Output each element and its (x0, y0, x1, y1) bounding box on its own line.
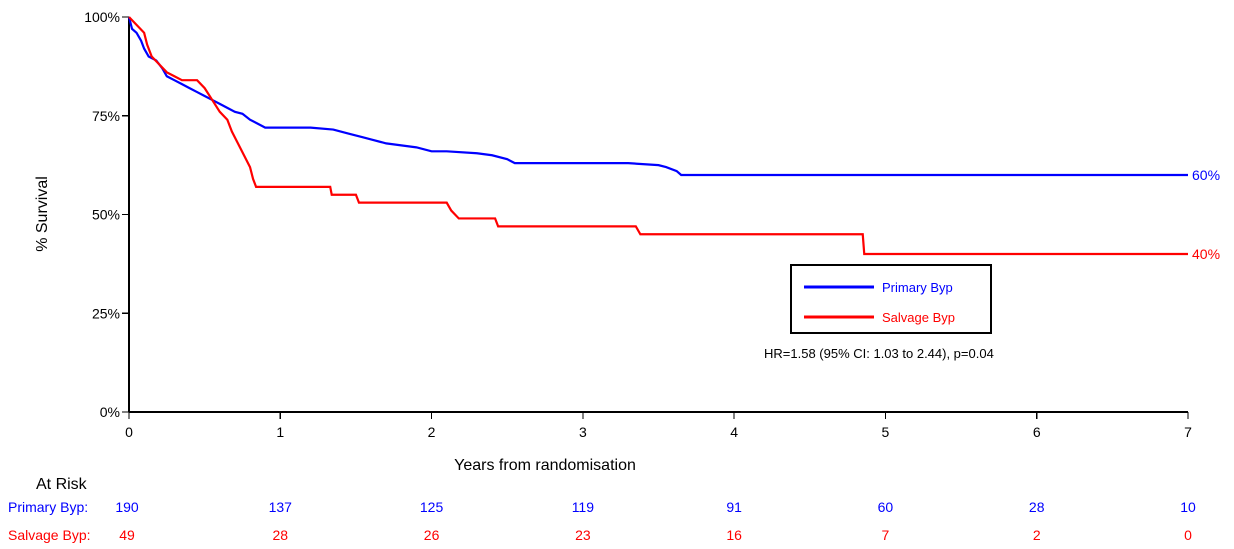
at-risk-salvage-value: 0 (1184, 527, 1192, 543)
x-tick-label: 1 (276, 424, 284, 440)
at-risk-primary-value: 10 (1180, 499, 1196, 515)
legend-layer: Primary Byp Salvage Byp HR=1.58 (95% CI: 1… (764, 264, 994, 361)
y-tick-label: 25% (92, 305, 120, 321)
risk-table: At Risk Primary Byp: 190 137 125 119 91 60 28 10 S… (8, 476, 1196, 543)
x-tick-label: 6 (1033, 424, 1041, 440)
legend-label-primary: Primary Byp (882, 280, 953, 295)
at-risk-salvage-value: 28 (272, 527, 288, 543)
x-tick-label: 7 (1184, 424, 1192, 440)
primary-byp-end-label: 60% (1192, 167, 1220, 183)
at-risk-salvage-value: 23 (575, 527, 591, 543)
at-risk-salvage-value: 7 (882, 527, 890, 543)
x-tick-label: 2 (428, 424, 436, 440)
at-risk-primary-value: 190 (115, 499, 139, 515)
at-risk-primary-value: 119 (572, 499, 595, 515)
salvage-byp-line (128, 16, 1188, 256)
at-risk-primary-value: 137 (269, 499, 293, 515)
x-tick-label: 4 (730, 424, 738, 440)
y-tick-label: 100% (84, 9, 120, 25)
primary-byp-line (127, 16, 1188, 177)
x-tick-label: 0 (125, 424, 133, 440)
y-tick-label: 0% (100, 404, 120, 420)
at-risk-salvage-value: 26 (424, 527, 440, 543)
at-risk-primary-value: 91 (726, 499, 742, 515)
legend-label-salvage: Salvage Byp (882, 310, 955, 325)
at-risk-salvage-value: 2 (1033, 527, 1041, 543)
legend-box (790, 264, 992, 334)
y-tick-label: 75% (92, 108, 120, 124)
y-tick-label: 50% (92, 207, 120, 223)
at-risk-salvage-value: 16 (726, 527, 742, 543)
at-risk-primary-value: 28 (1029, 499, 1045, 515)
at-risk-title: At Risk (36, 476, 88, 493)
x-axis-label: Years from randomisation (454, 457, 636, 474)
y-axis-label: % Survival (34, 176, 51, 252)
x-tick-label: 3 (579, 424, 587, 440)
at-risk-primary-value: 125 (420, 499, 444, 515)
axes-layer: 0% 25% 50% 75% 100% 0 1 2 3 4 5 6 7 Years from random… (34, 9, 1192, 474)
at-risk-salvage-value: 49 (119, 527, 135, 543)
salvage-byp-end-label: 40% (1192, 246, 1220, 262)
x-tick-label: 5 (882, 424, 890, 440)
hazard-ratio-annotation: HR=1.58 (95% CI: 1.03 to 2.44), p=0.04 (764, 346, 994, 361)
at-risk-primary-value: 60 (878, 499, 894, 515)
at-risk-salvage-label: Salvage Byp: (8, 527, 91, 543)
at-risk-primary-label: Primary Byp: (8, 499, 88, 515)
series-layer: 60% 40% (127, 16, 1220, 262)
